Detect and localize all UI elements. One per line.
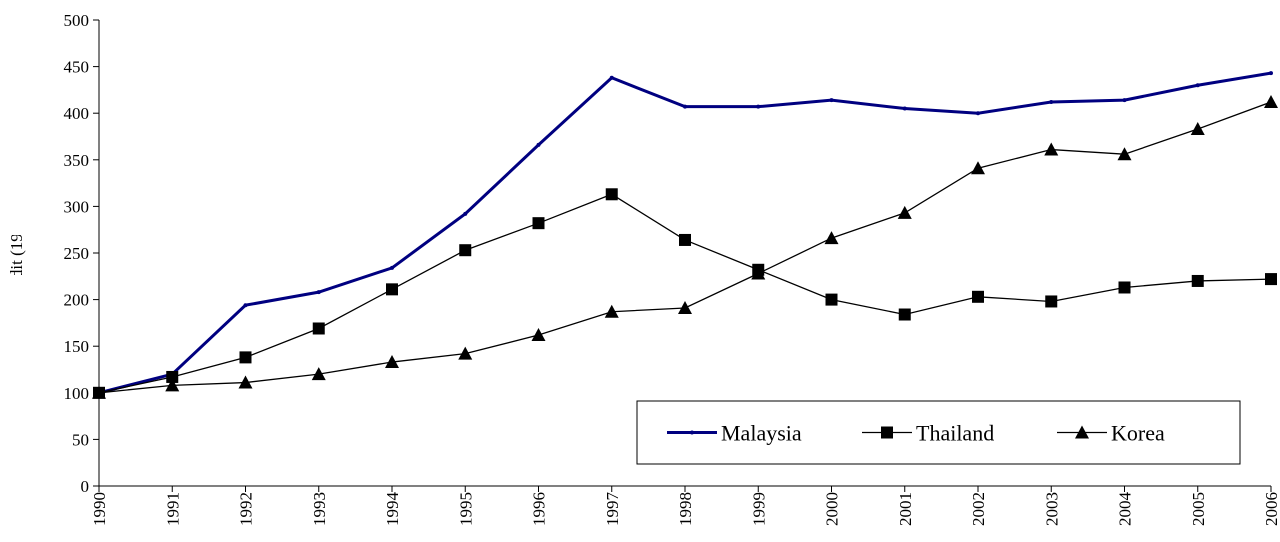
marker — [536, 142, 541, 147]
y-tick-label: 350 — [64, 151, 90, 170]
x-tick-label: 1997 — [603, 492, 622, 527]
x-tick-label: 1996 — [530, 492, 549, 526]
y-axis-label: Bank credit (1990 = 100) — [7, 167, 26, 339]
marker — [756, 104, 761, 109]
x-tick-label: 1991 — [163, 492, 182, 526]
y-tick-label: 150 — [64, 337, 90, 356]
marker — [243, 303, 248, 308]
y-tick-label: 100 — [64, 384, 90, 403]
y-tick-label: 300 — [64, 197, 90, 216]
x-tick-label: 1999 — [749, 492, 768, 526]
marker — [829, 98, 834, 103]
marker — [605, 188, 618, 201]
marker — [532, 217, 545, 230]
marker — [690, 430, 694, 435]
marker — [1264, 95, 1278, 109]
legend-box — [636, 400, 1241, 465]
x-tick-label: 1995 — [456, 492, 475, 526]
legend-label: Korea — [1111, 421, 1165, 446]
marker — [165, 378, 180, 392]
marker — [531, 328, 546, 342]
legend-label: Thailand — [916, 421, 994, 446]
x-tick-label: 2002 — [969, 492, 988, 526]
x-tick-label: 2005 — [1189, 492, 1208, 526]
marker — [385, 355, 399, 369]
marker — [1045, 295, 1058, 308]
marker — [1118, 281, 1131, 294]
marker — [679, 233, 691, 246]
marker — [824, 231, 839, 245]
y-tick-label: 450 — [64, 58, 90, 77]
marker — [898, 308, 911, 321]
marker — [683, 104, 687, 109]
x-tick-label: 2000 — [823, 492, 842, 526]
y-tick-label: 250 — [64, 244, 90, 263]
marker — [897, 205, 912, 219]
marker — [902, 106, 907, 111]
series-line — [98, 193, 1272, 394]
marker — [678, 300, 692, 314]
marker — [1190, 122, 1205, 136]
marker — [239, 351, 252, 364]
marker — [971, 161, 985, 175]
x-tick-label: 2004 — [1116, 492, 1135, 527]
x-tick-label: 1990 — [90, 492, 109, 526]
marker — [972, 290, 984, 303]
marker — [316, 290, 321, 295]
marker — [166, 370, 179, 383]
marker — [1269, 71, 1273, 76]
marker — [604, 304, 619, 318]
y-tick-label: 0 — [81, 477, 90, 496]
series-line — [98, 71, 1272, 395]
x-tick-label: 1992 — [237, 492, 256, 526]
marker — [1195, 83, 1200, 88]
marker — [386, 283, 398, 296]
marker — [312, 322, 325, 335]
marker — [881, 426, 893, 439]
marker — [1044, 142, 1059, 156]
marker — [458, 346, 473, 360]
marker — [92, 385, 106, 399]
marker — [751, 266, 766, 280]
y-tick-label: 400 — [64, 104, 90, 123]
legend: Malaysia Thailand Korea — [636, 400, 1241, 465]
marker — [976, 111, 980, 116]
marker — [1265, 273, 1277, 286]
marker — [1075, 425, 1089, 439]
y-tick-label: 50 — [72, 430, 89, 449]
marker — [390, 265, 394, 270]
marker — [609, 75, 614, 80]
x-tick-label: 2001 — [896, 492, 915, 526]
marker — [459, 244, 472, 257]
y-tick-label: 500 — [64, 11, 90, 30]
marker — [1122, 98, 1127, 103]
marker — [463, 211, 468, 216]
x-tick-label: 2003 — [1042, 492, 1061, 526]
y-tick-label: 200 — [64, 291, 90, 310]
legend-label: Malaysia — [721, 421, 802, 446]
x-tick-label: 1993 — [310, 492, 329, 526]
marker — [311, 367, 326, 381]
marker — [825, 293, 838, 306]
x-tick-label: 1998 — [676, 492, 695, 526]
series-line — [98, 101, 1272, 394]
marker — [1191, 274, 1204, 287]
x-tick-label: 2006 — [1262, 492, 1280, 526]
marker — [1117, 147, 1132, 161]
marker — [1049, 100, 1054, 105]
x-tick-label: 1994 — [383, 492, 402, 527]
marker — [238, 375, 253, 389]
